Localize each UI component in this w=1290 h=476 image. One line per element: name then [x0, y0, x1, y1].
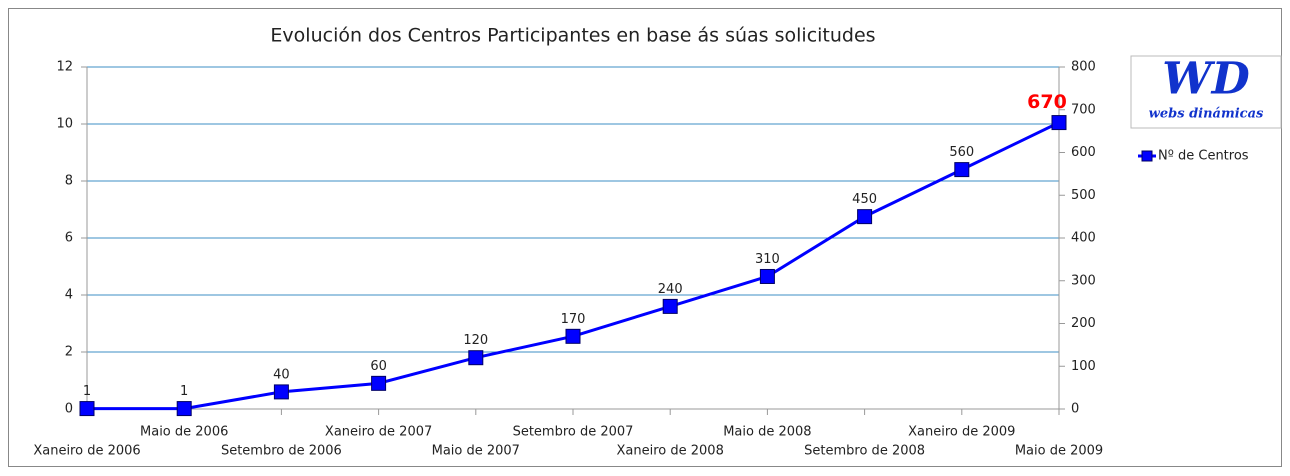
marker — [759, 268, 775, 284]
y2-tick-label: 400 — [1071, 231, 1096, 246]
y-tick-label: 4 — [65, 288, 73, 303]
y2-tick-label: 500 — [1071, 188, 1096, 203]
data-label: 1 — [83, 384, 91, 399]
data-label: 450 — [852, 192, 877, 207]
marker — [662, 298, 678, 314]
data-label: 1 — [180, 384, 188, 399]
marker — [79, 401, 95, 417]
y-tick-label: 8 — [65, 174, 73, 189]
chart-title: Evolución dos Centros Participantes en b… — [270, 25, 875, 47]
marker — [176, 401, 192, 417]
marker — [954, 162, 970, 178]
y-tick-label: 0 — [65, 402, 73, 417]
legend-marker — [1141, 150, 1153, 162]
x-tick-label: Maio de 2006 — [140, 425, 228, 440]
marker — [565, 328, 581, 344]
y-tick-label: 6 — [65, 231, 73, 246]
x-tick-label: Xaneiro de 2009 — [908, 425, 1015, 440]
data-label: 40 — [273, 367, 290, 382]
marker — [273, 384, 289, 400]
marker — [371, 375, 387, 391]
data-label: 310 — [755, 252, 780, 267]
data-label: 670 — [1027, 91, 1067, 113]
y2-tick-label: 700 — [1071, 102, 1096, 117]
data-label: 60 — [370, 359, 387, 374]
x-tick-label: Xaneiro de 2007 — [325, 425, 432, 440]
y2-tick-label: 800 — [1071, 60, 1096, 75]
data-label: 560 — [949, 145, 974, 160]
logo-title: WD — [1162, 54, 1250, 105]
x-tick-label: Xaneiro de 2006 — [33, 444, 140, 459]
marker — [857, 209, 873, 225]
y2-tick-label: 200 — [1071, 316, 1096, 331]
x-tick-label: Setembro de 2006 — [221, 444, 342, 459]
y2-tick-label: 300 — [1071, 273, 1096, 288]
y-tick-label: 12 — [56, 60, 73, 75]
legend-label: Nº de Centros — [1158, 149, 1249, 164]
x-tick-label: Maio de 2007 — [432, 444, 520, 459]
x-tick-label: Setembro de 2008 — [804, 444, 925, 459]
marker — [1051, 115, 1067, 131]
y-tick-label: 2 — [65, 345, 73, 360]
marker — [468, 350, 484, 366]
x-tick-label: Maio de 2009 — [1015, 444, 1103, 459]
y2-tick-label: 0 — [1071, 402, 1079, 417]
x-tick-label: Xaneiro de 2008 — [617, 444, 724, 459]
x-tick-label: Maio de 2008 — [723, 425, 811, 440]
logo-subtitle: webs dinámicas — [1149, 107, 1264, 122]
y2-tick-label: 600 — [1071, 145, 1096, 160]
y-tick-label: 10 — [56, 117, 73, 132]
data-label: 240 — [658, 282, 683, 297]
data-label: 120 — [463, 333, 488, 348]
data-label: 170 — [561, 312, 586, 327]
y2-tick-label: 100 — [1071, 359, 1096, 374]
logo-box — [1130, 55, 1282, 129]
x-tick-label: Setembro de 2007 — [513, 425, 634, 440]
